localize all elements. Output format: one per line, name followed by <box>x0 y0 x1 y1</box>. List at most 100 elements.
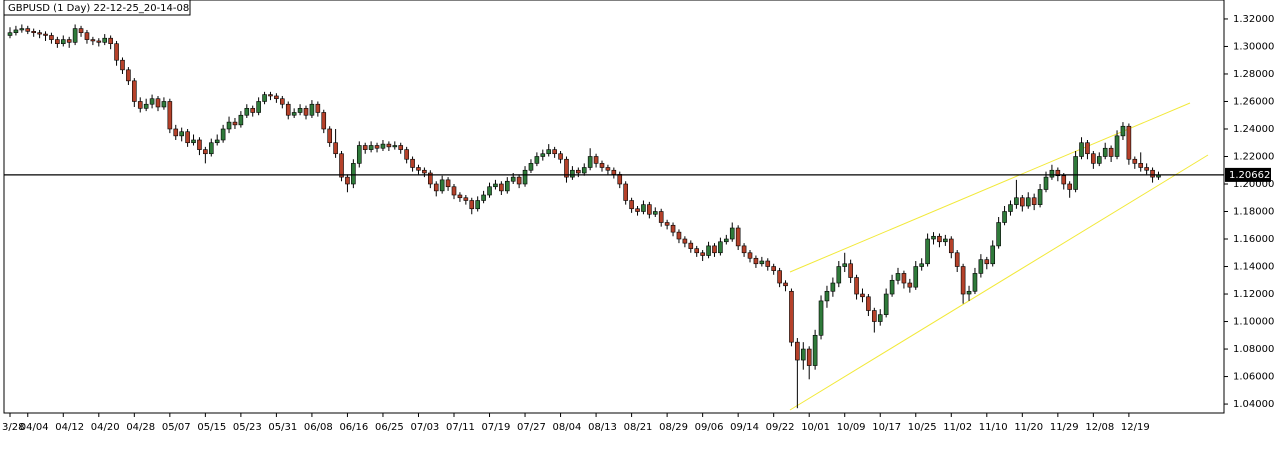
candle-body <box>493 183 498 188</box>
x-tick-label: 06/16 <box>339 422 368 433</box>
candle-body <box>564 158 569 178</box>
candle-body <box>416 167 421 171</box>
y-tick-label: 1.22000 <box>1233 151 1274 162</box>
x-tick-label: 07/11 <box>446 422 475 433</box>
candle-body <box>706 245 711 256</box>
candle-body <box>812 334 818 366</box>
candle-body <box>297 108 303 113</box>
candle-body <box>333 142 338 155</box>
candle-body <box>1096 156 1102 164</box>
candle-body <box>1031 197 1037 205</box>
candle-body <box>1025 197 1031 207</box>
candle-body <box>1126 125 1132 160</box>
x-tick-label: 11/02 <box>943 422 972 433</box>
x-tick-label: 05/23 <box>233 422 262 433</box>
candle-body <box>540 153 546 157</box>
candle-body <box>238 114 244 126</box>
candle-body <box>753 257 759 265</box>
candle-body <box>913 266 919 288</box>
candle-body <box>31 31 36 34</box>
candle-body <box>783 282 788 287</box>
candle-body <box>901 273 907 284</box>
y-tick-label: 1.16000 <box>1233 234 1274 245</box>
x-tick-label: 04/28 <box>126 422 155 433</box>
x-tick-label: 06/25 <box>375 422 404 433</box>
candle-body <box>907 282 913 288</box>
candle-body <box>362 145 368 150</box>
candle-body <box>570 169 575 178</box>
candle-body <box>1049 169 1055 178</box>
x-tick-label: 05/15 <box>197 422 226 433</box>
candle-body <box>356 145 362 164</box>
candle-body <box>718 241 723 254</box>
candle-body <box>599 163 605 168</box>
x-tick-label: 04/12 <box>55 422 84 433</box>
candle-body <box>250 108 256 113</box>
candle-body <box>1138 163 1144 168</box>
candle-body <box>309 103 315 116</box>
candle-body <box>919 263 924 267</box>
candle-body <box>96 40 102 43</box>
candle-body <box>114 43 119 61</box>
candle-body <box>759 260 765 265</box>
candle-body <box>647 204 652 215</box>
candle-body <box>937 235 942 243</box>
x-tick-label: 11/29 <box>1050 422 1079 433</box>
candle-body <box>818 300 824 336</box>
candle-body <box>13 29 19 34</box>
x-tick-label: 10/01 <box>801 422 830 433</box>
x-tick-label: 05/07 <box>162 422 191 433</box>
x-tick-label: 07/03 <box>410 422 439 433</box>
candle-body <box>1108 147 1114 157</box>
candle-body <box>55 39 60 45</box>
y-tick-label: 1.12000 <box>1233 289 1274 300</box>
candle-body <box>877 314 883 322</box>
candle-body <box>1008 204 1013 212</box>
x-tick-label: 12/19 <box>1121 422 1150 433</box>
candle-body <box>966 290 972 295</box>
candle-body <box>445 179 451 188</box>
candle-body <box>860 293 865 298</box>
candle-body <box>280 98 285 105</box>
candle-body <box>7 32 13 36</box>
candle-body <box>528 163 534 171</box>
x-tick-label: 12/08 <box>1085 422 1114 433</box>
candle-body <box>546 149 552 155</box>
candle-body <box>889 279 895 295</box>
trend-line <box>789 154 1209 411</box>
candle-body <box>866 296 871 311</box>
candle-body <box>143 103 149 109</box>
last-price-label: 1.20662 <box>1229 170 1270 181</box>
candle-body <box>43 33 48 36</box>
candle-body <box>777 270 782 284</box>
candle-body <box>765 260 771 267</box>
candle-body <box>954 252 960 267</box>
candle-body <box>712 245 717 254</box>
candle-body <box>439 179 445 192</box>
candle-body <box>398 145 404 150</box>
candle-body <box>1085 142 1090 155</box>
candle-body <box>978 259 984 274</box>
candle-body <box>848 263 853 278</box>
candle-body <box>984 259 990 265</box>
candle-body <box>256 101 261 113</box>
candle-body <box>433 183 439 192</box>
candle-body <box>66 39 72 43</box>
candle-body <box>232 121 238 126</box>
candle-body <box>682 238 688 244</box>
candle-body <box>1132 158 1138 164</box>
candle-body <box>658 211 664 223</box>
x-tick-label: 10/17 <box>872 422 901 433</box>
candle-body <box>747 252 753 259</box>
candle-body <box>208 142 214 155</box>
candle-body <box>179 131 184 137</box>
candle-body <box>262 94 267 102</box>
candle-body <box>581 167 587 174</box>
x-tick-label: 11/10 <box>979 422 1008 433</box>
candle-body <box>469 200 475 210</box>
candle-body <box>499 183 504 192</box>
candle-body <box>380 143 386 149</box>
candle-body <box>1073 156 1078 190</box>
candle-body <box>291 112 297 116</box>
candle-body <box>552 149 557 155</box>
